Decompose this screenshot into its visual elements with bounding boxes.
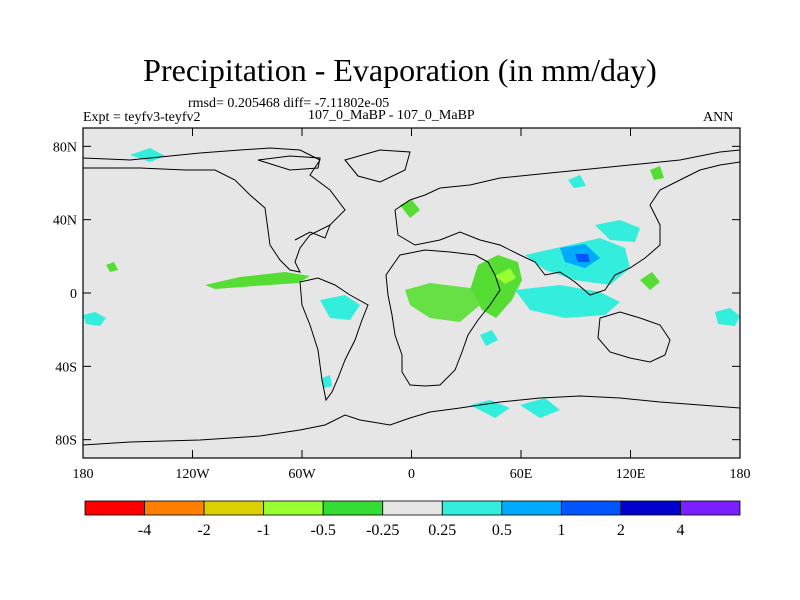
colorbar: -4 -2 -1 -0.5 -0.25 0.25 0.5 1 2 4: [84, 500, 741, 539]
colorbar-label: 0.25: [428, 522, 456, 539]
coast-africa: [385, 249, 501, 387]
colorbar-label: 1: [557, 522, 565, 539]
patch-small-1: [106, 262, 118, 272]
patch-small-2: [650, 166, 664, 180]
patch-europe: [400, 200, 420, 218]
patch-southern-ocean-2: [520, 398, 560, 418]
coast-eurasia-north: [394, 149, 740, 211]
patch-small-3: [640, 272, 660, 290]
lon-tick-label: 0: [408, 467, 415, 482]
colorbar-label: 4: [676, 522, 684, 539]
lon-tick-label: 120W: [175, 467, 210, 482]
lon-tick-label: 180: [73, 467, 94, 482]
patch-south-pacific: [715, 308, 740, 326]
colorbar-box: [560, 500, 622, 516]
colorbar-label: 2: [617, 522, 625, 539]
colorbar-box: [680, 500, 741, 516]
longitude-axis: 180 120W 60W 0 60E 120E 180: [73, 128, 751, 482]
coast-north-america: [83, 147, 346, 273]
lat-tick-label: 80N: [53, 140, 77, 155]
colorbar-box: [620, 500, 681, 516]
colorbar-label: -4: [138, 522, 151, 539]
coast-greenland: [344, 149, 411, 183]
season-label: ANN: [703, 110, 734, 125]
lon-tick-label: 180: [730, 467, 751, 482]
plot-title: Precipitation - Evaporation (in mm/day): [143, 52, 657, 88]
colorbar-box: [501, 500, 562, 516]
patch-east-asia: [595, 220, 640, 242]
lat-tick-label: 40S: [55, 360, 77, 375]
stats-label: rmsd= 0.205468 diff= -7.11802e-05: [188, 96, 390, 111]
patch-asia-core: [575, 254, 590, 262]
coast-gulf: [294, 224, 331, 241]
colorbar-label: -0.5: [311, 522, 336, 539]
colorbar-box: [263, 500, 324, 516]
colorbar-label: -1: [257, 522, 270, 539]
colorbar-box: [203, 500, 265, 516]
patch-central-africa: [405, 283, 480, 322]
colorbar-label: -2: [197, 522, 210, 539]
lat-tick-label: 40N: [53, 214, 77, 229]
colorbar-box: [322, 500, 384, 516]
colorbar-label: 0.5: [492, 522, 512, 539]
patch-patagonia: [322, 375, 332, 388]
colorbar-box: [84, 500, 145, 516]
coast-south-america: [299, 277, 369, 402]
patch-madagascar: [480, 330, 498, 346]
colorbar-box: [441, 500, 503, 516]
patch-arctic: [130, 148, 165, 162]
lat-tick-label: 80S: [55, 434, 77, 449]
colorbar-box: [144, 500, 205, 516]
patch-south-america: [320, 295, 360, 320]
coast-arctic-islands: [257, 155, 321, 171]
lon-tick-label: 60E: [510, 467, 533, 482]
coast-australia: [597, 311, 671, 363]
latitude-axis: 80N 40N 0 40S 80S: [53, 140, 740, 449]
lon-tick-label: 120E: [616, 467, 646, 482]
period-label: 107_0_MaBP - 107_0_MaBP: [308, 108, 475, 123]
patch-pacific-west: [83, 312, 106, 326]
coast-antarctica: [83, 395, 740, 446]
colorbar-label: -0.25: [366, 522, 399, 539]
lon-tick-label: 60W: [288, 467, 316, 482]
colorbar-box: [382, 500, 443, 516]
coast-eurasia-south: [394, 161, 740, 296]
experiment-label: Expt = teyfv3-teyfv2: [83, 110, 201, 125]
lat-tick-label: 0: [70, 287, 77, 302]
patch-tropical-pacific: [205, 272, 310, 289]
patch-yellowgreen: [495, 268, 516, 284]
patch-siberia: [568, 175, 586, 188]
coastlines: [83, 147, 740, 446]
